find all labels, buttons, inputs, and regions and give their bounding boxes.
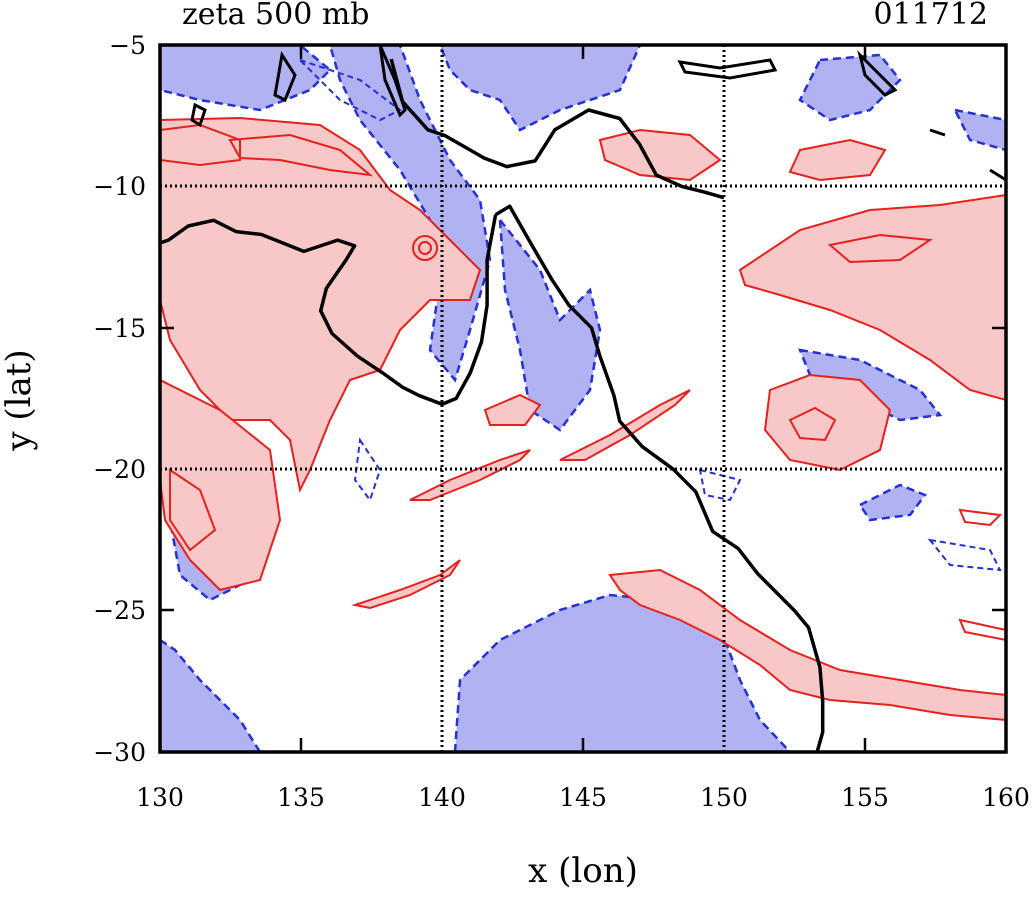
x-tick-label: 140 xyxy=(418,783,466,812)
y-axis-ticks xyxy=(160,326,1006,612)
y-tick-label: −25 xyxy=(93,596,146,625)
positive-region-mid-streak xyxy=(409,449,531,501)
northwest-band-inner-contour xyxy=(228,133,374,177)
negative-region-mid-east xyxy=(858,483,927,522)
x-axis-label: x (lon) xyxy=(528,851,638,891)
y-tick-label: −10 xyxy=(93,172,146,201)
east-oval-inner-contour xyxy=(788,406,837,442)
x-tick-label: 130 xyxy=(136,783,184,812)
contour-accents xyxy=(169,59,1006,642)
east-band-inner-contour xyxy=(827,233,933,264)
island-outline-1 xyxy=(273,50,297,103)
negative-region-north xyxy=(438,45,642,132)
x-tick-label: 135 xyxy=(277,783,325,812)
x-tick-labels: 130 135 140 145 150 155 160 xyxy=(136,783,1030,812)
red-contour-right-2 xyxy=(958,508,1003,527)
island-outline-4 xyxy=(929,128,946,137)
plot-area xyxy=(160,45,1006,752)
vortex-center-outer xyxy=(412,235,438,261)
y-tick-labels: −5 −10 −15 −20 −25 −30 xyxy=(93,31,146,767)
y-tick-label: −15 xyxy=(93,314,146,343)
island-outline-2 xyxy=(190,102,207,128)
positive-region-east-oval xyxy=(763,373,892,472)
x-tick-label: 160 xyxy=(982,783,1030,812)
positive-region-south-streak xyxy=(351,559,461,610)
dashed-contour-1 xyxy=(353,437,382,503)
dashed-contour-3 xyxy=(927,538,1002,572)
west-inner-contour xyxy=(169,468,217,552)
positive-region-gulf-blob xyxy=(483,393,542,426)
map-title-left: zeta 500 mb xyxy=(182,0,370,32)
negative-region-far-northeast xyxy=(952,108,1006,152)
dashed-contour-4 xyxy=(299,59,402,122)
map-title-right: 011712 xyxy=(873,0,988,32)
negative-region-southwest xyxy=(160,638,262,752)
dashed-contour-2 xyxy=(698,468,742,502)
x-tick-label: 150 xyxy=(700,783,748,812)
vortex-center-inner xyxy=(418,241,432,255)
negative-region-cape-york xyxy=(498,216,602,432)
positive-region-east-large xyxy=(738,193,1006,402)
y-axis-label: y (lat) xyxy=(0,349,39,451)
x-axis-ticks xyxy=(299,45,867,752)
red-contour-right-1 xyxy=(958,618,1006,642)
island-outline-3 xyxy=(857,50,898,97)
positive-vorticity-regions xyxy=(160,116,1006,722)
x-tick-label: 145 xyxy=(559,783,607,812)
positive-region-north-east xyxy=(788,138,887,182)
y-tick-label: −30 xyxy=(93,738,146,767)
y-tick-label: −5 xyxy=(109,31,146,60)
new-britain-outline xyxy=(677,58,778,80)
x-tick-label: 155 xyxy=(841,783,889,812)
positive-region-coral-streak xyxy=(559,389,691,461)
positive-region-west-lower xyxy=(160,378,282,592)
y-tick-label: −20 xyxy=(93,455,146,484)
coastline xyxy=(160,58,825,752)
positive-region-southeast-band xyxy=(608,568,1006,722)
coastline-layer xyxy=(160,45,1006,752)
island-outline-5 xyxy=(989,168,1006,182)
island-outline-6 xyxy=(378,45,407,118)
gridlines xyxy=(160,45,1006,752)
positive-region-north-papua xyxy=(598,128,722,182)
